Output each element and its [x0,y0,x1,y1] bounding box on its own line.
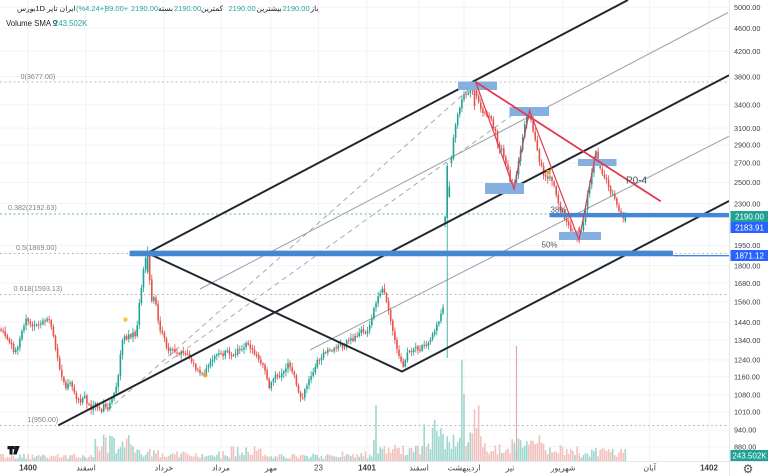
svg-text:1950.00: 1950.00 [734,241,760,250]
svg-text:اردیبهشت: اردیبهشت [448,464,481,473]
svg-text:3100.00: 3100.00 [734,124,760,133]
svg-text:4600.00: 4600.00 [734,24,760,33]
svg-text:940.00: 940.00 [734,426,756,435]
svg-text:مرداد: مرداد [212,464,230,473]
svg-text:⚙: ⚙ [743,462,754,476]
svg-text:1800.00: 1800.00 [734,261,760,270]
svg-text:بسته: بسته [158,4,173,13]
svg-text:880.00: 880.00 [734,442,756,451]
svg-text:شهریور: شهریور [549,464,575,473]
svg-text:3400.00: 3400.00 [734,100,760,109]
svg-text:1560.00: 1560.00 [734,298,760,307]
svg-text:P0-4: P0-4 [626,176,648,187]
svg-text:89.00+: 89.00+ [105,4,129,13]
svg-text:اسفند: اسفند [76,464,96,473]
svg-text:23: 23 [314,464,323,473]
svg-text:2700.00: 2700.00 [734,159,760,168]
svg-text:1401: 1401 [358,464,376,473]
svg-text:1680.00: 1680.00 [734,279,760,288]
svg-text:اسفند: اسفند [409,464,429,473]
svg-text:0.618(1593.13): 0.618(1593.13) [14,284,63,293]
svg-text:1871.12: 1871.12 [735,252,764,261]
svg-text:1080.00: 1080.00 [734,391,760,400]
svg-text:2190.00: 2190.00 [131,4,158,13]
svg-text:2190.00: 2190.00 [283,4,310,13]
svg-text:1402: 1402 [700,464,718,473]
svg-text:243.502K: 243.502K [54,19,88,28]
svg-text:1010.00: 1010.00 [734,408,760,417]
svg-text:2500.00: 2500.00 [734,178,760,187]
svg-text:مهر: مهر [264,464,277,473]
svg-text:5000.00: 5000.00 [734,3,760,12]
svg-text:کمترین: کمترین [201,4,224,13]
svg-text:0(3677.00): 0(3677.00) [21,72,56,81]
svg-text:50%: 50% [542,240,558,249]
svg-text:2190.00: 2190.00 [174,4,201,13]
svg-text:38%: 38% [551,206,567,215]
svg-text:خرداد: خرداد [155,464,174,473]
svg-text:تیر: تیر [504,464,514,473]
svg-text:2900.00: 2900.00 [734,141,760,150]
svg-text:2183.91: 2183.91 [735,224,764,233]
svg-text:2300.00: 2300.00 [734,199,760,208]
svg-text:Volume SMA 9: Volume SMA 9 [6,19,57,28]
svg-text:باز: باز [310,4,319,13]
svg-text:-: - [32,7,34,13]
svg-text:(%4.24+): (%4.24+) [76,4,107,13]
svg-text:-: - [44,7,46,13]
svg-text:1160.00: 1160.00 [734,373,760,382]
svg-text:0.5(1869.00): 0.5(1869.00) [16,243,57,252]
svg-text:1440.00: 1440.00 [734,318,760,327]
svg-text:1340.00: 1340.00 [734,336,760,345]
svg-text:3800.00: 3800.00 [734,72,760,81]
svg-text:بیشترین: بیشترین [257,4,282,13]
svg-text:4200.00: 4200.00 [734,47,760,56]
svg-text:1D: 1D [35,4,45,13]
svg-text:1400: 1400 [19,464,37,473]
svg-text:1(950.00): 1(950.00) [28,415,59,424]
svg-text:آبان: آبان [643,463,657,473]
svg-text:0.382(2192.63): 0.382(2192.63) [8,203,57,212]
svg-text:2190.00: 2190.00 [229,4,256,13]
svg-text:243.502K: 243.502K [732,452,767,461]
svg-text:2190.00: 2190.00 [735,213,764,222]
svg-text:بورس: بورس [17,4,36,13]
svg-text:1240.00: 1240.00 [734,356,760,365]
svg-text:ایران تایر: ایران تایر [46,4,76,13]
